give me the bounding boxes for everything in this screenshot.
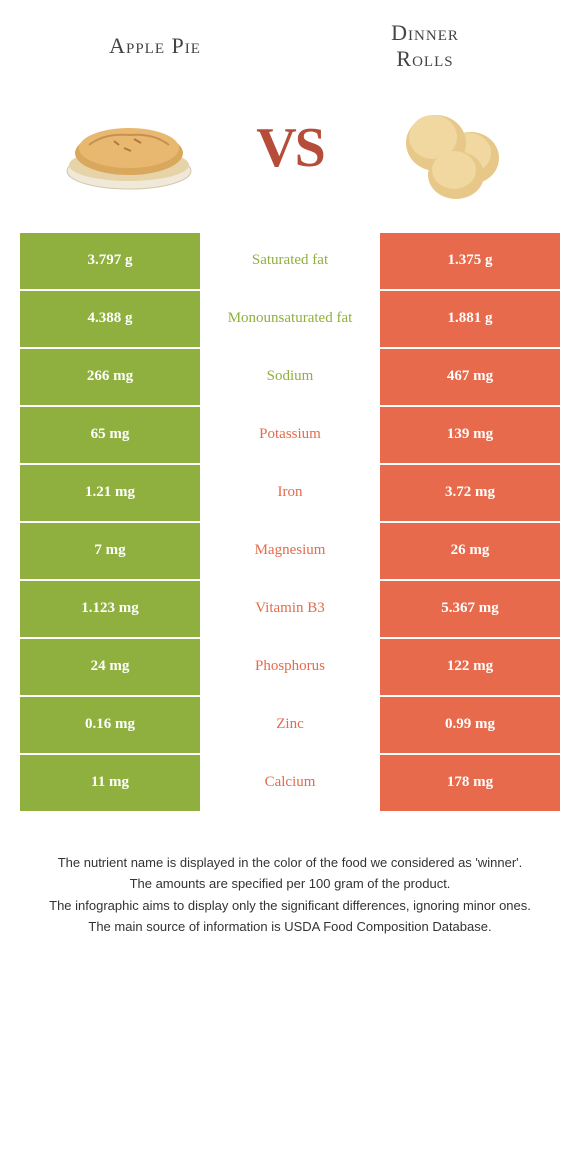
left-value: 24 mg [20,639,200,695]
left-value: 65 mg [20,407,200,463]
nutrient-name: Iron [200,465,380,521]
right-value: 178 mg [380,755,560,811]
right-value: 0.99 mg [380,697,560,753]
table-row: 3.797 gSaturated fat1.375 g [20,233,560,291]
nutrient-name: Sodium [200,349,380,405]
right-value: 26 mg [380,523,560,579]
nutrient-name: Vitamin B3 [200,581,380,637]
nutrient-name: Magnesium [200,523,380,579]
images-row: VS [0,83,580,233]
right-value: 3.72 mg [380,465,560,521]
table-row: 4.388 gMonounsaturated fat1.881 g [20,291,560,349]
left-food-title: Apple Pie [55,33,255,59]
table-row: 65 mgPotassium139 mg [20,407,560,465]
footer-line: The main source of information is USDA F… [40,917,540,937]
footer-notes: The nutrient name is displayed in the co… [40,853,540,937]
left-value: 0.16 mg [20,697,200,753]
left-value: 3.797 g [20,233,200,289]
footer-line: The nutrient name is displayed in the co… [40,853,540,873]
table-row: 266 mgSodium467 mg [20,349,560,407]
table-row: 1.21 mgIron3.72 mg [20,465,560,523]
rolls-icon [381,93,521,203]
left-value: 7 mg [20,523,200,579]
table-row: 1.123 mgVitamin B35.367 mg [20,581,560,639]
right-food-title: DinnerRolls [325,20,525,73]
footer-line: The amounts are specified per 100 gram o… [40,874,540,894]
dinner-rolls-image [381,93,521,203]
right-value: 5.367 mg [380,581,560,637]
right-value: 122 mg [380,639,560,695]
footer-line: The infographic aims to display only the… [40,896,540,916]
left-value: 11 mg [20,755,200,811]
right-value: 1.375 g [380,233,560,289]
nutrient-table: 3.797 gSaturated fat1.375 g4.388 gMonoun… [20,233,560,813]
nutrient-name: Zinc [200,697,380,753]
table-row: 11 mgCalcium178 mg [20,755,560,813]
left-value: 4.388 g [20,291,200,347]
apple-pie-image [59,93,199,203]
nutrient-name: Monounsaturated fat [200,291,380,347]
right-value: 467 mg [380,349,560,405]
left-value: 1.21 mg [20,465,200,521]
left-value: 1.123 mg [20,581,200,637]
nutrient-name: Calcium [200,755,380,811]
pie-icon [59,93,199,203]
vs-label: VS [256,116,324,180]
right-value: 139 mg [380,407,560,463]
table-row: 0.16 mgZinc0.99 mg [20,697,560,755]
nutrient-name: Phosphorus [200,639,380,695]
right-value: 1.881 g [380,291,560,347]
header-row: Apple Pie DinnerRolls [0,0,580,83]
table-row: 24 mgPhosphorus122 mg [20,639,560,697]
nutrient-name: Potassium [200,407,380,463]
left-value: 266 mg [20,349,200,405]
table-row: 7 mgMagnesium26 mg [20,523,560,581]
nutrient-name: Saturated fat [200,233,380,289]
